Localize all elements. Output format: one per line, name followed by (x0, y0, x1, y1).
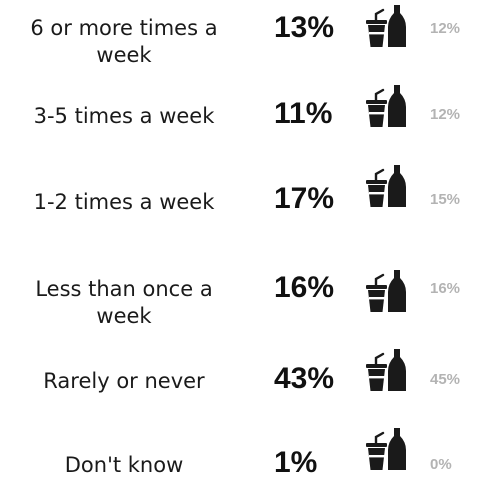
frequency-value: 11% (274, 97, 354, 131)
drink-cup-and-bottle-icon (364, 83, 410, 129)
frequency-value: 17% (274, 182, 354, 216)
comparison-value: 12% (430, 106, 490, 124)
comparison-value: 12% (430, 20, 490, 38)
drink-cup-and-bottle-icon (364, 426, 410, 472)
frequency-label: 1-2 times a week (6, 189, 242, 216)
frequency-value: 16% (274, 271, 354, 305)
frequency-label: 3-5 times a week (6, 103, 242, 130)
drink-cup-and-bottle-icon (364, 3, 410, 49)
frequency-value: 13% (274, 11, 354, 45)
frequency-label: Less than once a week (6, 276, 242, 330)
frequency-label: Don't know (6, 452, 242, 479)
comparison-value: 0% (430, 456, 490, 474)
comparison-value: 45% (430, 371, 490, 389)
frequency-label: Rarely or never (6, 368, 242, 395)
drink-cup-and-bottle-icon (364, 268, 410, 314)
frequency-value: 1% (274, 446, 354, 480)
drink-cup-and-bottle-icon (364, 347, 410, 393)
frequency-value: 43% (274, 362, 354, 396)
drink-cup-and-bottle-icon (364, 163, 410, 209)
comparison-value: 16% (430, 280, 490, 298)
comparison-value: 15% (430, 191, 490, 209)
frequency-label: 6 or more times a week (6, 15, 242, 69)
